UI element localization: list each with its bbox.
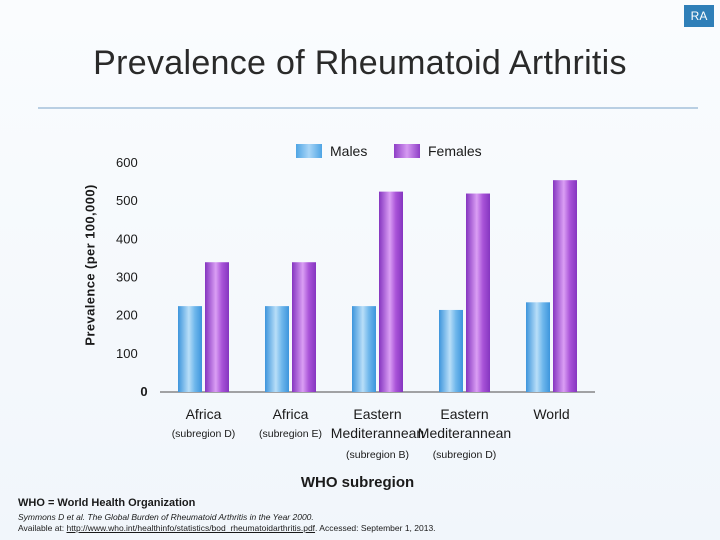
bar-male-1: [178, 306, 202, 392]
bar-male-3: [352, 306, 376, 392]
footnote-abbreviation: WHO = World Health Organization: [18, 497, 196, 509]
x-category-sublabel: (subregion D): [172, 428, 236, 440]
ra-badge: RA: [684, 5, 714, 27]
legend-females-label: Females: [428, 143, 482, 159]
footnote-accessed: . Accessed: September 1, 2013.: [315, 523, 436, 533]
x-category-sublabel: (subregion D): [433, 449, 497, 461]
x-category-label: World: [533, 406, 569, 422]
x-category-sublabel: (subregion B): [346, 449, 409, 461]
legend-females: Females: [394, 143, 482, 159]
footnote-available-prefix: Available at:: [18, 523, 67, 533]
y-tick-label: 200: [116, 308, 138, 323]
bar-female-4: [466, 193, 490, 392]
page-title: Prevalence of Rheumatoid Arthritis: [93, 44, 627, 82]
y-tick-label: 100: [116, 346, 138, 361]
bar-male-2: [265, 306, 289, 392]
y-tick-label: 500: [116, 193, 138, 208]
y-tick-label: 0: [140, 384, 147, 399]
x-category-label: Eastern: [440, 406, 488, 422]
y-tick-label: 600: [116, 155, 138, 170]
bar-female-2: [292, 262, 316, 392]
legend-males-swatch: [296, 144, 322, 158]
legend-males-label: Males: [330, 143, 368, 159]
footnote-citation: Symmons D et al. The Global Burden of Rh…: [18, 512, 314, 522]
x-category-label: Mediterannean: [331, 425, 424, 441]
bar-female-5: [553, 180, 577, 392]
bar-male-4: [439, 309, 463, 392]
y-tick-label: 300: [116, 270, 138, 285]
legend-males: Males: [296, 143, 367, 159]
bar-female-1: [205, 262, 229, 392]
title-divider: [38, 107, 698, 109]
x-axis-label: WHO subregion: [300, 474, 415, 491]
footnote-source: Available at: http://www.who.int/healthi…: [18, 523, 436, 533]
x-category-sublabel: (subregion E): [259, 428, 322, 440]
y-tick-label: 400: [116, 231, 138, 246]
bar-male-5: [526, 302, 550, 392]
legend-females-swatch: [394, 144, 420, 158]
bar-female-3: [379, 191, 403, 392]
source-link[interactable]: http://www.who.int/healthinfo/statistics…: [66, 523, 316, 533]
x-category-label: Eastern: [353, 406, 401, 422]
x-category-label: Africa: [186, 406, 222, 422]
x-category-label: Africa: [273, 406, 309, 422]
x-category-label: Mediterannean: [418, 425, 511, 441]
